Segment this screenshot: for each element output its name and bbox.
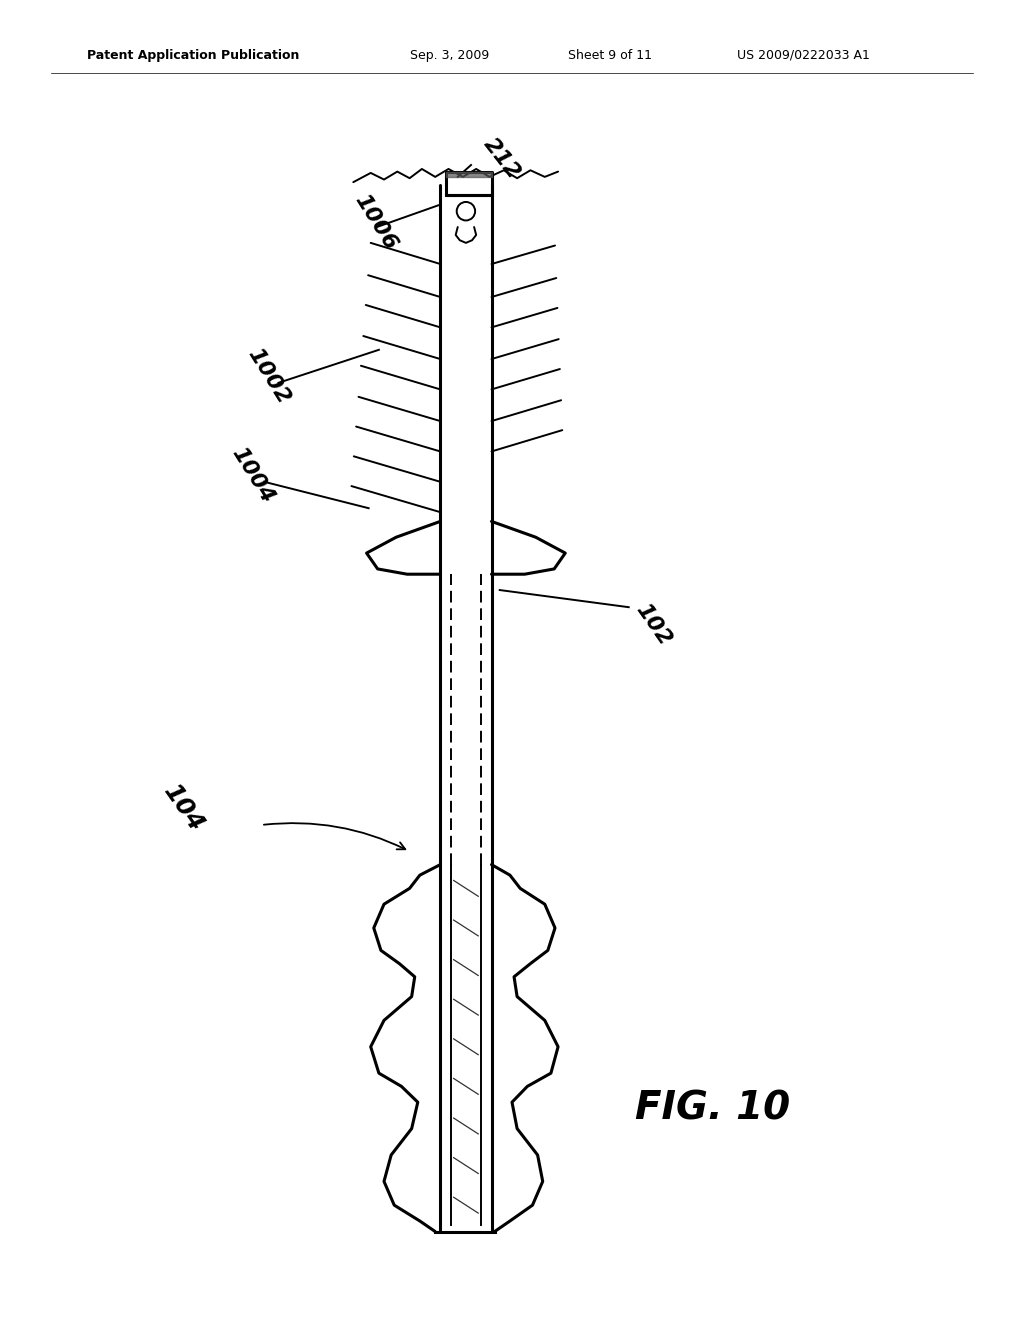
Text: 104: 104	[159, 780, 208, 836]
Text: 212: 212	[479, 133, 523, 183]
Text: US 2009/0222033 A1: US 2009/0222033 A1	[737, 49, 870, 62]
Text: FIG. 10: FIG. 10	[635, 1090, 790, 1127]
Text: Sep. 3, 2009: Sep. 3, 2009	[410, 49, 488, 62]
Text: Sheet 9 of 11: Sheet 9 of 11	[568, 49, 652, 62]
Text: Patent Application Publication: Patent Application Publication	[87, 49, 299, 62]
Text: 102: 102	[632, 599, 675, 649]
Text: 1002: 1002	[244, 345, 294, 408]
Text: 1006: 1006	[350, 190, 400, 253]
Text: 1004: 1004	[227, 444, 278, 507]
